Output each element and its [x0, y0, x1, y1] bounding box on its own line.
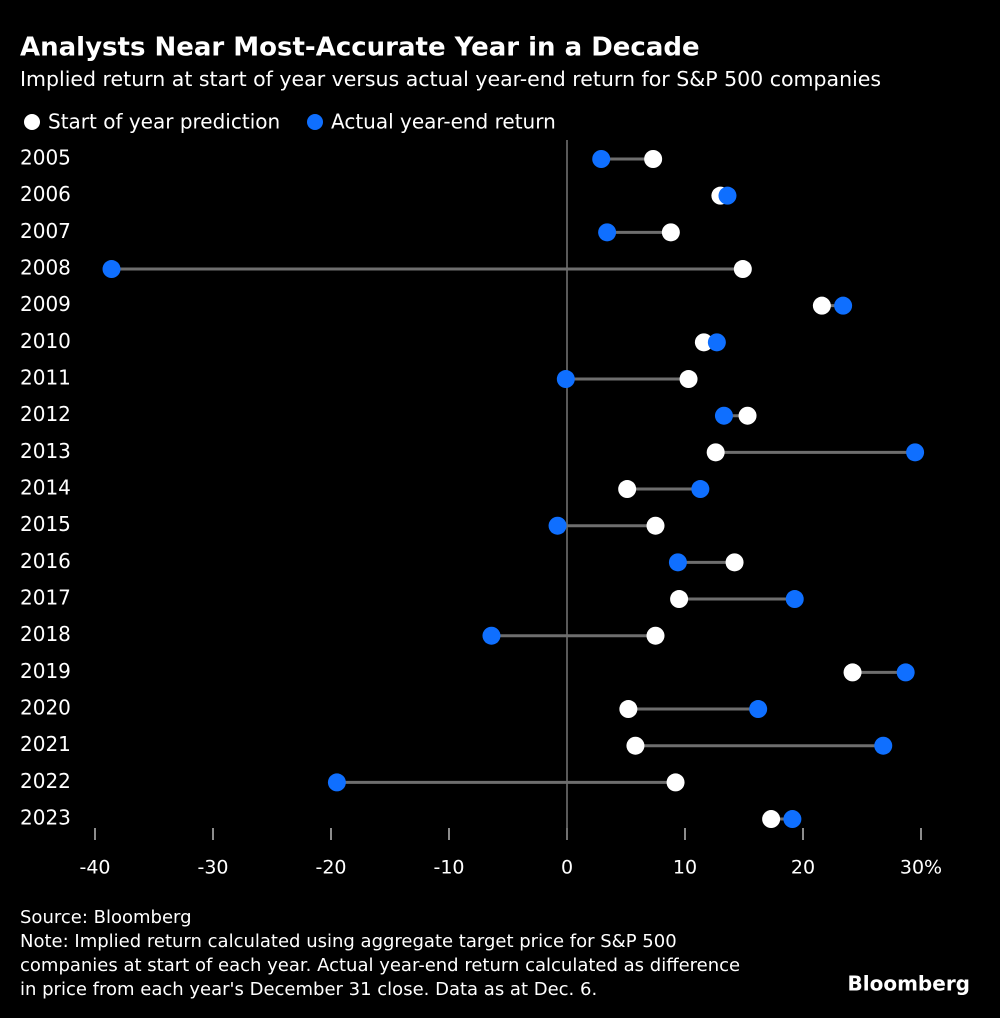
- dot: [679, 370, 698, 389]
- y-tick-label: 2010: [20, 329, 71, 353]
- note-line: in price from each year's December 31 cl…: [20, 979, 597, 1000]
- legend-swatch: [24, 114, 40, 130]
- dot: [691, 480, 710, 499]
- dot: [843, 663, 862, 682]
- y-tick-label: 2012: [20, 402, 71, 426]
- source: Source: Bloomberg: [20, 907, 192, 928]
- y-tick-label: 2016: [20, 549, 71, 573]
- y-tick-label: 2013: [20, 439, 71, 463]
- y-tick-label: 2020: [20, 696, 71, 720]
- dot: [618, 480, 637, 499]
- dot: [327, 773, 346, 792]
- dot: [783, 810, 802, 829]
- brand: Bloomberg: [848, 972, 970, 996]
- dot: [666, 773, 685, 792]
- dot: [896, 663, 915, 682]
- dot: [646, 516, 665, 535]
- dot: [668, 553, 687, 572]
- y-tick-label: 2014: [20, 476, 71, 500]
- dot: [102, 260, 121, 279]
- dot: [738, 406, 757, 425]
- y-tick-label: 2022: [20, 769, 71, 793]
- chart-subtitle: Implied return at start of year versus a…: [20, 67, 881, 91]
- x-tick-label: -40: [79, 857, 110, 879]
- dot: [661, 223, 680, 242]
- x-tick-label: -20: [315, 857, 346, 879]
- note-line: companies at start of each year. Actual …: [20, 955, 740, 976]
- x-tick-label: 30%: [900, 857, 942, 879]
- dot: [733, 260, 752, 279]
- legend-swatch: [307, 114, 323, 130]
- x-tick-label: -30: [197, 857, 228, 879]
- chart-title: Analysts Near Most-Accurate Year in a De…: [20, 33, 700, 63]
- dot: [707, 333, 726, 352]
- y-tick-label: 2006: [20, 182, 71, 206]
- dot: [834, 296, 853, 315]
- y-tick-label: 2019: [20, 659, 71, 683]
- dot: [785, 590, 804, 609]
- dot: [646, 626, 665, 645]
- note-line: Note: Implied return calculated using ag…: [20, 931, 677, 952]
- dot: [706, 443, 725, 462]
- dot: [749, 700, 768, 719]
- legend-label: Start of year prediction: [48, 110, 280, 134]
- y-tick-label: 2015: [20, 512, 71, 536]
- dot: [644, 150, 663, 168]
- x-tick-label: 20: [791, 857, 815, 879]
- y-tick-label: 2011: [20, 366, 71, 390]
- legend-label: Actual year-end return: [331, 110, 556, 134]
- dot: [598, 223, 617, 242]
- y-tick-label: 2021: [20, 732, 71, 756]
- y-tick-label: 2018: [20, 622, 71, 646]
- x-tick-label: 10: [673, 857, 697, 879]
- dot: [592, 150, 611, 168]
- dot: [906, 443, 925, 462]
- dot: [482, 626, 501, 645]
- y-tick-label: 2009: [20, 292, 71, 316]
- dot: [548, 516, 567, 535]
- y-tick-label: 2007: [20, 219, 71, 243]
- dot: [718, 186, 737, 205]
- dot: [762, 810, 781, 829]
- dot: [714, 406, 733, 425]
- dot: [626, 736, 645, 755]
- x-tick-label: 0: [561, 857, 573, 879]
- y-tick-label: 2017: [20, 586, 71, 610]
- dot: [556, 370, 575, 389]
- dot: [812, 296, 831, 315]
- dot: [670, 590, 689, 609]
- dot: [725, 553, 744, 572]
- y-tick-label: 2008: [20, 256, 71, 280]
- y-tick-label: 2005: [20, 146, 71, 170]
- dot: [874, 736, 893, 755]
- y-tick-label: 2023: [20, 806, 71, 830]
- dot: [694, 333, 713, 352]
- x-tick-label: -10: [433, 857, 464, 879]
- dot: [619, 700, 638, 719]
